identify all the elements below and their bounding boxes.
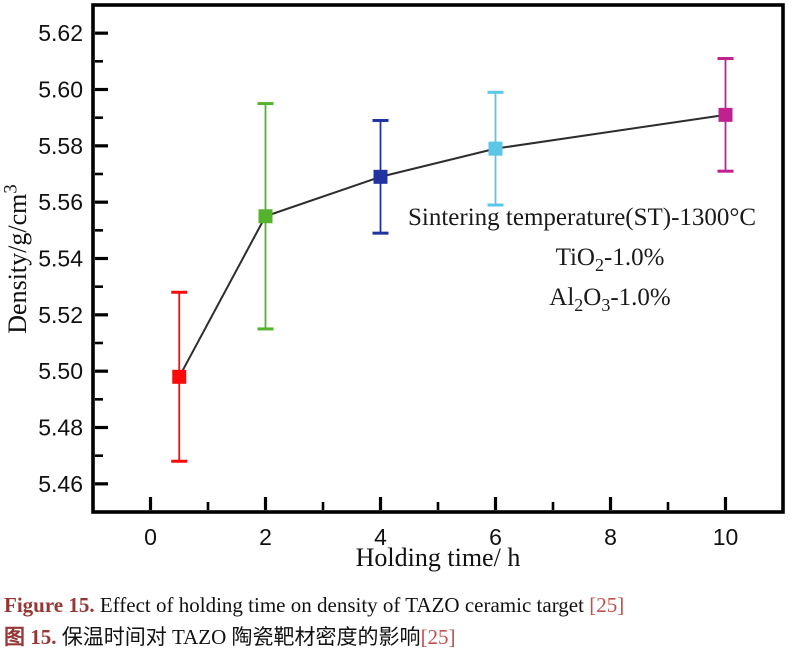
al2o3-post: -1.0% <box>610 284 671 311</box>
y-axis-title: Density/g/cm3 <box>0 156 33 362</box>
al2o3-pre: Al <box>549 284 575 311</box>
caption-en: Figure 15. Effect of holding time on den… <box>4 589 792 621</box>
caption-zh-text: 保温时间对 TAZO 陶瓷靶材密度的影响 <box>56 625 421 649</box>
x-axis-title: Holding time/ h <box>355 543 521 572</box>
x-tick-label: 0 <box>144 524 157 550</box>
y-tick-label: 5.62 <box>38 20 83 46</box>
tio2-sub: 2 <box>595 255 604 275</box>
caption-en-label: Figure 15. <box>4 593 95 617</box>
y-tick-label: 5.58 <box>38 133 83 159</box>
figure-caption: Figure 15. Effect of holding time on den… <box>4 589 792 653</box>
y-tick-label: 5.60 <box>38 77 83 103</box>
y-tick-label: 5.50 <box>38 358 83 384</box>
y-tick-label: 5.46 <box>38 471 83 497</box>
x-tick-label: 2 <box>259 524 272 550</box>
y-axis-title-sup: 3 <box>0 184 22 194</box>
chart-svg: 0 2 4 6 8 10 5.46 5.48 5.50 5.52 5.54 5.56 5.58 5.60 5… <box>38 3 785 550</box>
x-tick-label: 4 <box>374 524 387 550</box>
chart-container: 0 2 4 6 8 10 5.46 5.48 5.50 5.52 5.54 5.56 5.58 5.60 5… <box>0 3 785 572</box>
annotation-line-al2o3: Al2O3-1.0% <box>496 278 724 318</box>
y-tick-label: 5.56 <box>38 189 83 215</box>
annotation-line-sintering-temperature: Sintering temperature(ST)-1300°C <box>408 204 757 231</box>
caption-zh: 图 15. 保温时间对 TAZO 陶瓷靶材密度的影响[25] <box>4 621 792 653</box>
tio2-pre: TiO <box>555 244 595 271</box>
tio2-post: -1.0% <box>604 244 665 271</box>
x-tick-label: 6 <box>489 524 502 550</box>
data-point <box>172 369 187 384</box>
y-axis-title-text: Density/g/cm <box>3 193 32 334</box>
data-point <box>488 141 503 156</box>
caption-zh-label: 图 15. <box>4 625 57 649</box>
data-point <box>373 169 388 184</box>
al2o3-mid: O <box>583 284 602 311</box>
data-point <box>258 209 273 224</box>
al2o3-sub1: 2 <box>574 295 584 315</box>
annotation-line-tio2: TiO2-1.0% <box>496 238 724 278</box>
x-tick-label: 10 <box>713 524 739 550</box>
caption-zh-citation[interactable]: [25] <box>420 625 456 649</box>
x-tick-label: 8 <box>604 524 617 550</box>
y-tick-label: 5.48 <box>38 415 83 441</box>
y-tick-label: 5.54 <box>38 246 83 272</box>
caption-en-citation[interactable]: [25] <box>589 593 625 617</box>
plot-frame <box>91 3 785 514</box>
data-point <box>718 107 733 122</box>
annotation-block: Sintering temperature(ST)-1300°C TiO2-1.… <box>408 198 757 318</box>
caption-en-text: Effect of holding time on density of TAZ… <box>94 593 590 617</box>
al2o3-sub2: 3 <box>601 295 611 315</box>
y-tick-label: 5.52 <box>38 302 83 328</box>
